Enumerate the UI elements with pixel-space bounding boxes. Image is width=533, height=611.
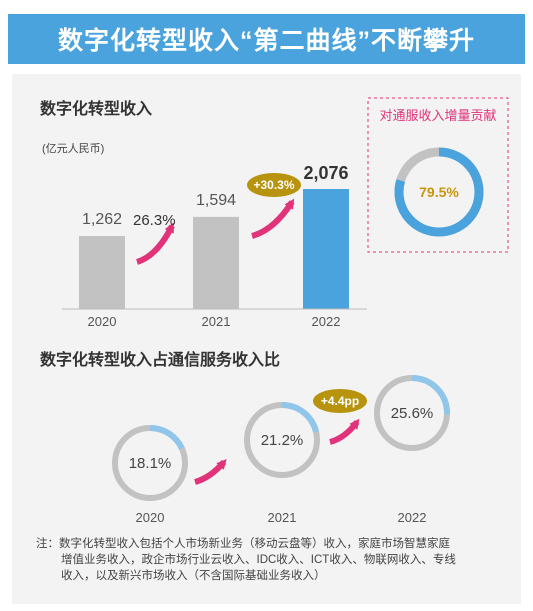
growth-badge-label-1: +30.3% bbox=[253, 178, 294, 192]
contribution-value: 79.5% bbox=[419, 184, 459, 200]
ratio-year-label: 2022 bbox=[398, 510, 427, 525]
bar-series: 1,262 2020 1,594 2021 2,076 2022 bbox=[79, 163, 349, 329]
ratio-value-label: 21.2% bbox=[261, 432, 304, 449]
bar-value-label: 1,262 bbox=[82, 211, 122, 228]
contribution-title: 对通服收入增量贡献 bbox=[379, 108, 496, 123]
growth-badge-1 bbox=[247, 173, 301, 197]
bar-2022 bbox=[303, 189, 349, 309]
contribution-ring bbox=[394, 147, 484, 237]
ratio-value-label: 25.6% bbox=[391, 405, 434, 422]
ratio-year-label: 2020 bbox=[136, 510, 165, 525]
ratio-badge bbox=[313, 389, 367, 413]
chart-panel: 数字化转型收入 (亿元人民币) 1,262 2020 1,594 2021 2,076 2… bbox=[12, 74, 521, 604]
banner-title: 数字化转型收入“第二曲线”不断攀升 bbox=[8, 14, 525, 64]
chart-canvas: 数字化转型收入 (亿元人民币) 1,262 2020 1,594 2021 2,076 2… bbox=[36, 97, 509, 582]
bar-value-label: 2,076 bbox=[303, 163, 348, 183]
bar-2020 bbox=[79, 236, 125, 309]
growth-arrow-2 bbox=[251, 198, 295, 239]
bar-chart-title: 数字化转型收入 bbox=[40, 99, 152, 118]
note-line-3: 收入，以及新兴市场收入（不含国际基础业务收入） bbox=[61, 568, 326, 582]
bar-year-label: 2021 bbox=[202, 314, 231, 329]
growth-arrow-1 bbox=[135, 222, 175, 265]
ratio-rings: 18.1% 2020 21.2% 2021 25.6% 2022 bbox=[112, 375, 450, 525]
ratio-arrow-2 bbox=[329, 418, 360, 445]
ratio-value-label: 18.1% bbox=[129, 455, 172, 472]
bar-chart-unit: (亿元人民币) bbox=[42, 142, 104, 155]
growth-label-1: 26.3% bbox=[133, 212, 176, 229]
ratio-chart-title: 数字化转型收入占通信服务收入比 bbox=[40, 350, 280, 369]
ratio-year-label: 2021 bbox=[268, 510, 297, 525]
ratio-ring-2020-fill bbox=[112, 425, 188, 501]
bar-value-label: 1,594 bbox=[196, 192, 236, 209]
bar-2021 bbox=[193, 216, 239, 309]
ratio-arrow-1 bbox=[194, 458, 227, 485]
bar-year-label: 2022 bbox=[312, 314, 341, 329]
contribution-box bbox=[367, 97, 509, 253]
contribution-ring-fill bbox=[394, 147, 484, 237]
ratio-ring-2021-fill bbox=[244, 402, 320, 478]
note-line-1: 注：数字化转型收入包括个人市场新业务（移动云盘等）收入，家庭市场智慧家庭 bbox=[36, 536, 450, 550]
ratio-ring-2022-fill bbox=[374, 375, 450, 451]
bar-year-label: 2020 bbox=[88, 314, 117, 329]
note-line-2: 增值业务收入，政企市场行业云收入、IDC收入、ICT收入、物联网收入、专线 bbox=[61, 552, 456, 566]
ratio-badge-label: +4.4pp bbox=[321, 394, 359, 408]
